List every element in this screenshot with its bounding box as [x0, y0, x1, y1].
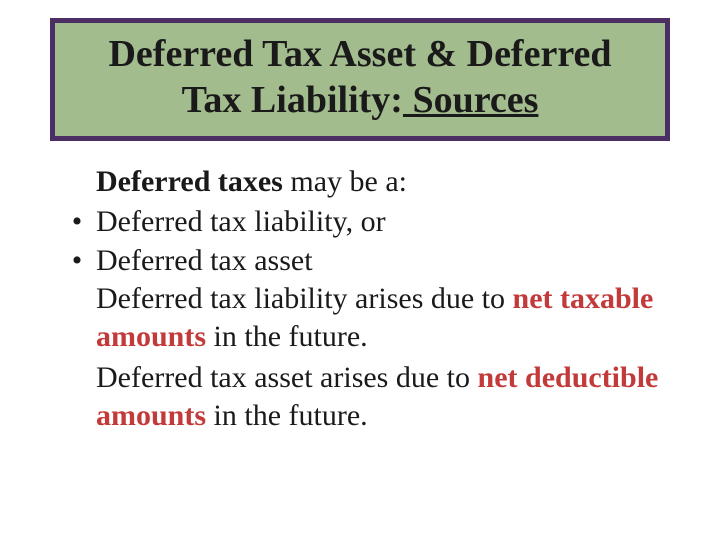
intro-line: Deferred taxes may be a:	[96, 163, 670, 201]
title-line2-underlined: Sources	[403, 79, 538, 121]
para-asset: Deferred tax asset arises due to net ded…	[96, 359, 670, 436]
title-box: Deferred Tax Asset & Deferred Tax Liabil…	[50, 18, 670, 141]
para-asset-post: in the future.	[206, 399, 368, 432]
content: Deferred taxes may be a: • Deferred tax …	[30, 163, 690, 436]
bullet-dot-icon: •	[58, 203, 96, 241]
title-line1: Deferred Tax Asset & Deferred	[108, 33, 611, 75]
intro-bold: Deferred taxes	[96, 165, 283, 198]
para-liability-pre: Deferred tax liability arises due to	[96, 282, 513, 315]
bullet-1: • Deferred tax liability, or	[58, 203, 670, 241]
para-liability: Deferred tax liability arises due to net…	[96, 280, 670, 357]
bullet-dot-icon: •	[58, 242, 96, 280]
para-asset-pre: Deferred tax asset arises due to	[96, 361, 478, 394]
bullet-2-text: Deferred tax asset	[96, 242, 313, 280]
para-liability-post: in the future.	[206, 320, 368, 353]
title-line2-prefix: Tax Liability:	[182, 79, 403, 121]
slide: Deferred Tax Asset & Deferred Tax Liabil…	[0, 0, 720, 540]
title-text: Deferred Tax Asset & Deferred Tax Liabil…	[71, 31, 649, 124]
bullet-2: • Deferred tax asset	[58, 242, 670, 280]
intro-rest: may be a:	[283, 165, 407, 198]
bullet-1-text: Deferred tax liability, or	[96, 203, 386, 241]
